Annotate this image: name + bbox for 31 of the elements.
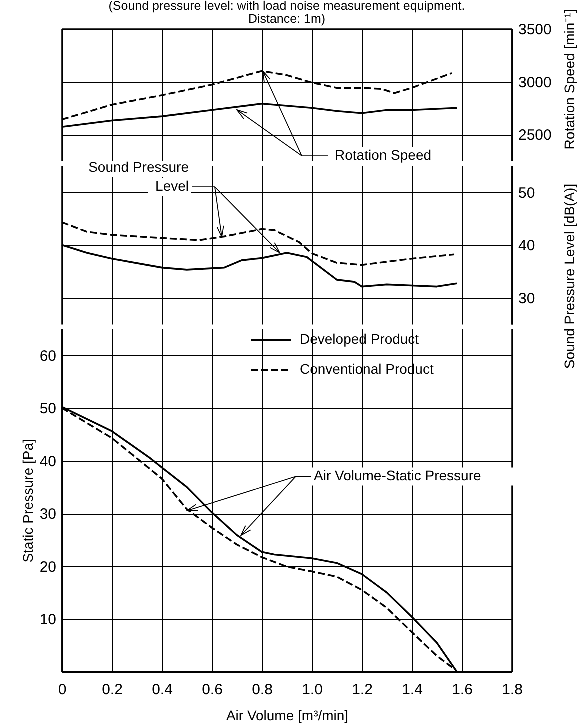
x-tick-label: 1.2 — [352, 682, 373, 698]
y-tick-label: 30 — [40, 506, 56, 524]
y-tick-label: 60 — [40, 348, 56, 365]
x-tick-label: 0.2 — [102, 682, 123, 698]
y-tick-label: 50 — [518, 184, 536, 202]
y-tick-label: 3500 — [518, 22, 552, 38]
y-tick-label: 3000 — [518, 74, 552, 92]
x-tick-label: 1.0 — [302, 682, 323, 698]
y-tick-label: 50 — [40, 400, 56, 418]
y-tick-label: 30 — [518, 290, 536, 308]
y-axis-title: Sound Pressure Level [dB(A)] — [562, 184, 578, 369]
y-tick-label: 2500 — [518, 127, 552, 144]
x-tick-label: 1.6 — [452, 682, 473, 698]
annotation: Rotation Speed — [335, 147, 432, 164]
chart-title: (Sound pressure level: with load noise measurement equipment. — [108, 0, 466, 13]
x-tick-label: 0.4 — [152, 682, 173, 698]
chart-subtitle: Distance: 1m) — [247, 12, 327, 26]
y-tick-label: 20 — [40, 559, 56, 576]
y-tick-label: 40 — [518, 238, 536, 254]
y-axis-title: Rotation Speed [min⁻¹] — [562, 9, 578, 150]
x-axis-title: Air Volume [m³/min] — [226, 708, 349, 724]
y-tick-label: 40 — [40, 454, 56, 470]
x-tick-label: 1.4 — [402, 682, 423, 698]
x-tick-label: 0.8 — [252, 682, 273, 698]
x-tick-label: 0.6 — [202, 682, 223, 698]
x-tick-label: 0 — [58, 682, 67, 698]
x-tick-label: 1.8 — [502, 682, 523, 698]
y-tick-label: 10 — [40, 612, 56, 629]
annotation: Air Volume-Static Pressure — [314, 468, 482, 484]
annotation: Sound Pressure Level — [88, 158, 190, 194]
y-axis-title: Static Pressure [Pa] — [20, 439, 36, 563]
